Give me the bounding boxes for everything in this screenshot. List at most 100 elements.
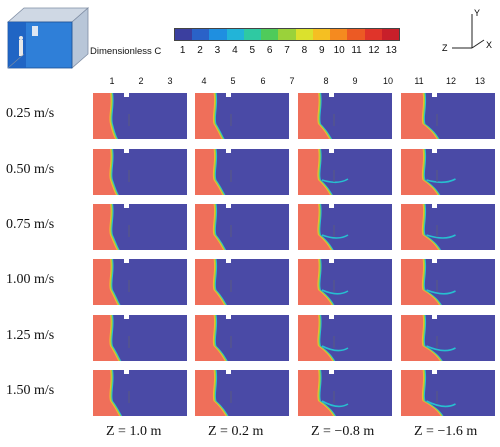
concentration-contour-panel [92,148,188,196]
ceiling-inlet [226,369,231,374]
ceiling-inlet [329,369,334,374]
column-label-z: Z = 0.2 m [208,424,264,439]
colorbar-swatch [192,29,210,40]
high-concentration-plume [194,369,227,417]
colorbar-swatch [243,29,262,40]
contour-plot [400,92,496,140]
plume-wisp [321,345,349,352]
colorbar-tick-label: 11 [351,45,362,56]
ceiling-inlet [432,369,437,374]
concentration-contour-panel [194,203,290,251]
plume-wisp [321,400,349,408]
high-concentration-plume [297,92,330,140]
concentration-contour-panel [400,369,496,417]
concentration-contour-panel [194,314,290,362]
contour-plot [92,258,188,306]
axis-triad-icon: Y Z X [442,8,492,53]
ceiling-inlet [329,203,334,208]
concentration-contour-panel [297,92,393,140]
contour-plot [92,203,188,251]
contour-plot [194,369,290,417]
panel-frame [400,203,496,251]
colorbar-tick-label: 1 [179,45,186,56]
high-concentration-plume [194,314,226,362]
colorbar-swatch [278,29,296,40]
colorbar-tick-label: 7 [284,45,290,56]
high-concentration-plume [194,258,225,306]
plume-wisp [426,178,456,184]
concentration-contour-panel [194,258,290,306]
contour-plot [194,148,290,196]
contour-plot [400,258,496,306]
panel-frame [92,92,188,140]
contour-plot [194,258,290,306]
colorbar-tick-label: 6 [266,45,273,56]
ceiling-inlet [226,148,231,153]
ceiling-inlet [124,314,129,319]
panel-frame [92,314,188,362]
concentration-contour-panel [92,314,188,362]
high-concentration-plume [194,148,224,196]
colorbar-swatch [330,29,348,40]
panel-frame [400,314,496,362]
panel-frame [400,92,496,140]
high-concentration-plume [297,148,331,196]
panel-frame [297,203,393,251]
column-number: 4 [201,76,207,86]
column-label-z: Z = −0.8 m [311,424,375,439]
concentration-contour-panel [194,92,290,140]
contour-plot [297,148,393,196]
colorbar-swatch [295,29,313,40]
ceiling-inlet [432,92,437,97]
colorbar-swatch [226,29,244,40]
panel-frame [194,258,290,306]
panel-frame [297,369,393,417]
contour-plot [92,92,188,140]
column-number: 7 [289,76,295,86]
row-label-velocity: 1.50 m/s [6,383,55,398]
row-label-velocity: 0.75 m/s [6,217,55,232]
column-number: 8 [323,76,329,86]
colorbar-tick-label: 5 [249,45,255,56]
high-concentration-plume [400,369,442,417]
concentration-contour-panel [194,369,290,417]
concentration-contour-panel [297,258,393,306]
panel-frame [297,92,393,140]
high-concentration-plume [400,203,440,251]
contour-plot [400,203,496,251]
panel-frame [194,203,290,251]
room-model-thumbnail [6,7,90,69]
plume-wisp [426,400,456,408]
column-number: 9 [352,76,358,86]
column-number: 10 [382,76,394,86]
colorbar-swatch [312,29,331,40]
ceiling-inlet [432,148,437,153]
high-concentration-plume [297,203,332,251]
colorbar-tick-label: 10 [333,45,345,56]
high-concentration-plume [92,369,120,417]
ceiling-inlet [124,258,129,263]
ceiling-inlet [226,314,231,319]
colorbar-tick-label: 2 [197,45,203,56]
row-label-velocity: 0.25 m/s [6,106,55,121]
column-number: 12 [445,76,457,86]
contour-plot [400,314,496,362]
concentration-contour-panel [400,314,496,362]
panel-frame [400,148,496,196]
colorbar-legend: Dimensionless C 1 2 3 4 5 6 7 8 9 10 11 12 13 [90,28,402,68]
ceiling-inlet [226,92,231,97]
concentration-contour-panel [297,203,393,251]
colorbar-tick-label: 13 [385,45,397,56]
plume-wisp [321,289,349,295]
ceiling-inlet [329,92,334,97]
ceiling-inlet [124,148,129,153]
concentration-contour-panel [400,92,496,140]
concentration-contour-panel [92,92,188,140]
high-concentration-plume [297,258,333,306]
axis-x-label: X [486,40,492,50]
panel-frame [92,148,188,196]
high-concentration-plume [194,92,223,140]
plume-wisp [426,234,456,239]
colorbar-swatch [209,29,227,40]
panel-frame [92,203,188,251]
